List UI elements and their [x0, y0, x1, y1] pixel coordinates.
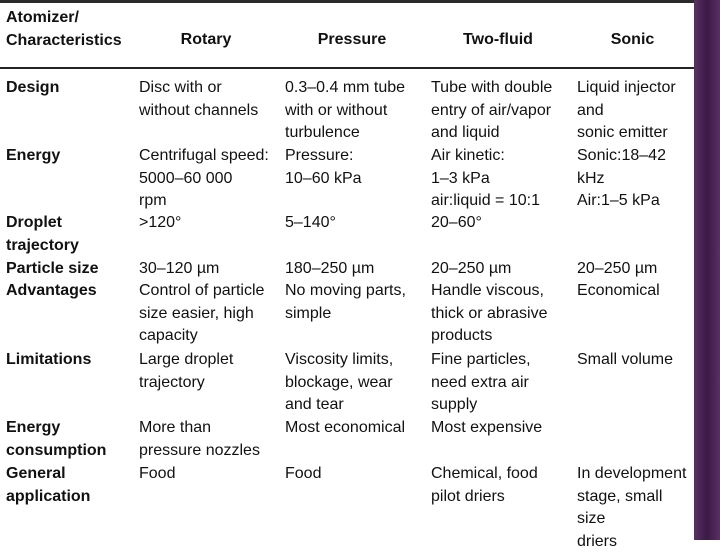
row-label: Limitations [6, 351, 92, 368]
table-row: Design Disc with or without channels 0.3… [0, 77, 694, 145]
header-spacer [0, 69, 694, 77]
table-cell: Tube with double entry of air/vapor and … [431, 79, 553, 141]
header-cell-sonic: Sonic [610, 31, 655, 48]
table-cell: Liquid injector and sonic emitter [577, 79, 676, 141]
row-label: Particle size [6, 260, 99, 277]
table-cell: More than pressure nozzles [139, 419, 260, 459]
row-label: Design [6, 79, 60, 96]
table-cell: 30–120 µm [139, 260, 220, 277]
table-cell: 20–250 µm [577, 260, 658, 277]
row-label: General application [6, 465, 91, 505]
table-cell: 20–250 µm [431, 260, 512, 277]
table-cell: Sonic:18–42 kHz Air:1–5 kPa [577, 147, 666, 209]
table-row: Limitations Large droplet trajectory Vis… [0, 349, 694, 417]
row-label: Energy [6, 147, 61, 164]
right-decorative-strip [694, 0, 720, 540]
table-row: Energy Centrifugal speed: 5000–60 000 rp… [0, 145, 694, 212]
header-cell-characteristics: Atomizer/ Characteristics [6, 9, 122, 49]
table-cell: 180–250 µm [285, 260, 375, 277]
table-cell: Control of particle size easier, high ca… [139, 282, 265, 344]
table-cell: Food [285, 465, 322, 482]
header-cell-rotary: Rotary [180, 31, 232, 48]
table-cell: Large droplet trajectory [139, 351, 234, 391]
top-rule [0, 0, 694, 3]
table-cell: Disc with or without channels [139, 79, 259, 119]
table-row: Droplet trajectory >120° 5–140° 20–60° [0, 212, 694, 258]
table-cell: Pressure: 10–60 kPa [285, 147, 362, 187]
row-label: Advantages [6, 282, 97, 299]
table-row: General application Food Food Chemical, … [0, 463, 694, 550]
table-cell: Centrifugal speed: 5000–60 000 rpm [139, 147, 269, 209]
table-cell: Handle viscous, thick or abrasive produc… [431, 282, 548, 344]
table-cell: Viscosity limits, blockage, wear and tea… [285, 351, 394, 413]
table-row: Advantages Control of particle size easi… [0, 280, 694, 349]
table-cell: Small volume [577, 351, 674, 368]
header-cell-pressure: Pressure [317, 31, 387, 48]
table-row: Energy consumption More than pressure no… [0, 417, 694, 463]
table-cell: Most expensive [431, 419, 543, 436]
table-cell: Most economical [285, 419, 406, 436]
table-cell: 5–140° [285, 214, 336, 231]
row-label: Energy consumption [6, 419, 107, 459]
table-cell: Chemical, food pilot driers [431, 465, 538, 505]
header-cell-two-fluid: Two-fluid [463, 31, 533, 48]
atomizer-comparison-table: Atomizer/ Characteristics Rotary Pressur… [0, 3, 694, 550]
table-row: Particle size 30–120 µm 180–250 µm 20–25… [0, 258, 694, 280]
table-cell: 0.3–0.4 mm tube with or without turbulen… [285, 79, 406, 141]
table-cell: Economical [577, 282, 660, 299]
table-header-row: Atomizer/ Characteristics Rotary Pressur… [0, 3, 694, 69]
row-label: Droplet trajectory [6, 214, 79, 254]
table-cell: Food [139, 465, 176, 482]
table-cell: No moving parts, simple [285, 282, 406, 322]
table-cell: Air kinetic: 1–3 kPa air:liquid = 10:1 [431, 147, 540, 209]
table-cell: >120° [139, 214, 182, 231]
table-cell: Fine particles, need extra air supply [431, 351, 531, 413]
table-cell: 20–60° [431, 214, 482, 231]
